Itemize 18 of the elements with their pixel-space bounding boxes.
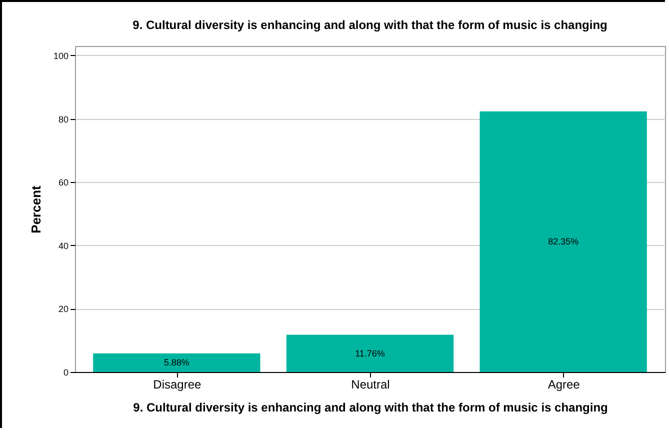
y-tick-label: 60	[58, 178, 68, 188]
bar	[93, 353, 260, 372]
y-tick-label: 40	[58, 240, 68, 251]
x-tick-label: Neutral	[351, 378, 390, 392]
data-label: 82.35%	[548, 236, 579, 247]
x-tick-label: Agree	[548, 378, 580, 392]
y-tick-label: 100	[53, 50, 68, 61]
chart-title: 9. Cultural diversity is enhancing and along with that the form of music is changing	[132, 18, 608, 32]
x-axis-title: 9. Cultural diversity is enhancing and along with that the form of music is changing	[133, 400, 608, 414]
data-label: 5.88%	[164, 358, 190, 368]
bar	[480, 111, 647, 372]
y-tick-label: 0	[63, 368, 68, 378]
y-tick-label: 80	[58, 114, 68, 124]
data-label: 11.76%	[355, 348, 385, 358]
y-axis-title: Percent	[28, 184, 44, 234]
bar	[286, 334, 454, 372]
y-tick-label: 20	[58, 304, 68, 314]
x-tick-label: Disagree	[153, 378, 202, 392]
